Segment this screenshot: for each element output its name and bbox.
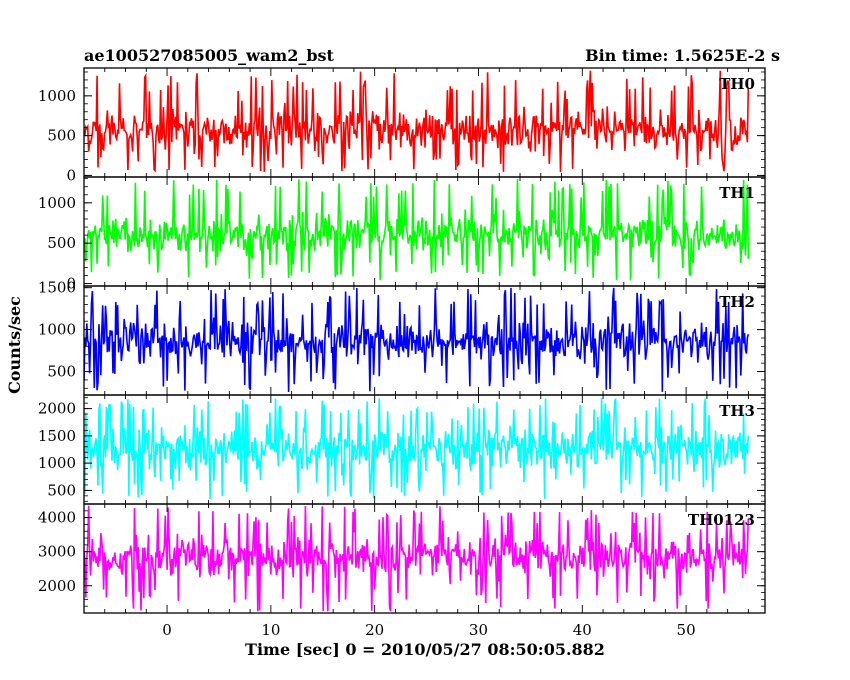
y-tick-label: 500: [47, 363, 76, 381]
x-tick-label: 10: [261, 621, 280, 639]
panel-label-th3: TH3: [719, 402, 755, 420]
y-tick-label: 500: [47, 127, 76, 145]
y-tick-label: 3000: [38, 543, 76, 561]
y-tick-label: 0: [66, 166, 76, 184]
y-tick-label: 500: [47, 234, 76, 252]
series-line-th0123: [84, 505, 750, 612]
y-tick-label: 1500: [38, 427, 76, 445]
y-tick-label: 2000: [38, 577, 76, 595]
y-tick-label: 1500: [38, 279, 76, 297]
x-tick-label: 40: [573, 621, 592, 639]
y-tick-label: 1000: [38, 454, 76, 472]
y-tick-label: 4000: [38, 509, 76, 527]
x-tick-label: 30: [469, 621, 488, 639]
y-tick-label: 1000: [38, 194, 76, 212]
series-line-th2: [84, 287, 750, 393]
series-line-th0: [84, 70, 750, 173]
y-tick-label: 1000: [38, 321, 76, 339]
y-tick-label: 1000: [38, 87, 76, 105]
chart-title-right: Bin time: 1.5625E-2 s: [585, 46, 780, 65]
panel-label-th0: TH0: [719, 75, 755, 93]
y-tick-label: 2000: [38, 400, 76, 418]
x-tick-label: 50: [677, 621, 696, 639]
x-tick-label: 20: [365, 621, 384, 639]
panel-label-th0123: TH0123: [688, 511, 755, 529]
y-axis-label: Counts/sec: [5, 296, 24, 394]
x-axis-label: Time [sec] 0 = 2010/05/27 08:50:05.882: [245, 640, 605, 659]
x-tick-label: 0: [162, 621, 172, 639]
y-tick-label: 0: [66, 275, 76, 293]
series-line-th3: [84, 398, 750, 499]
chart-title-left: ae100527085005_wam2_bst: [84, 46, 335, 65]
panel-label-th2: TH2: [719, 293, 755, 311]
series-line-th1: [84, 179, 750, 281]
panel-label-th1: TH1: [719, 184, 755, 202]
y-tick-label: 500: [47, 481, 76, 499]
panels-group: 05001000TH005001000TH150010001500TH25001…: [38, 67, 766, 639]
